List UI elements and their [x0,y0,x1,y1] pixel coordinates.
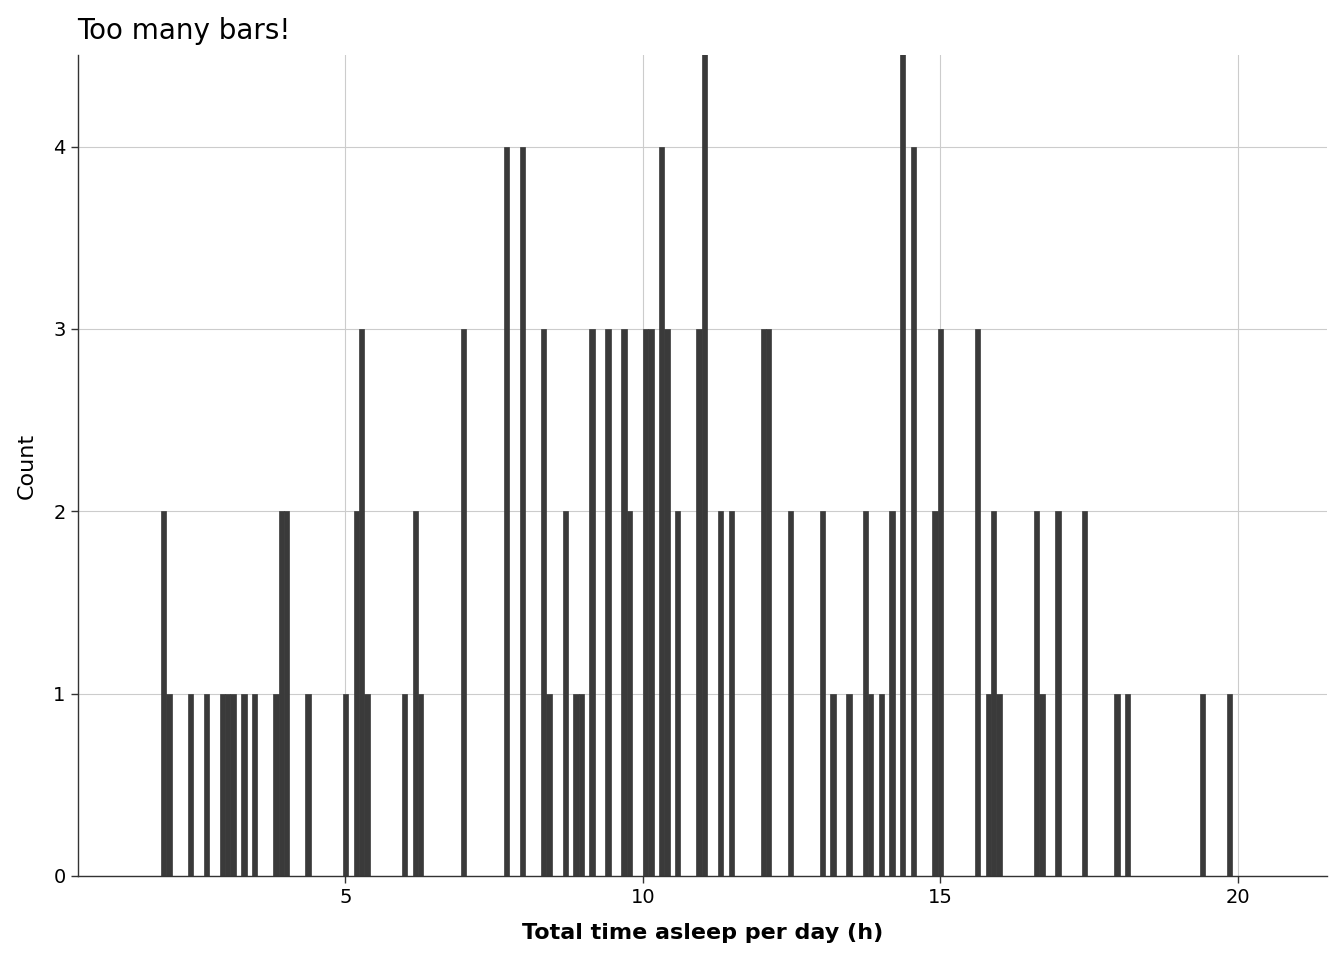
Bar [579,693,585,876]
Bar [659,147,664,876]
Bar [188,693,194,876]
Bar [696,329,702,876]
Bar [879,693,884,876]
Bar [284,511,289,876]
Bar [890,511,895,876]
Bar [1227,693,1232,876]
Bar [985,693,991,876]
Bar [402,693,407,876]
Bar [542,329,547,876]
Bar [418,693,423,876]
Bar [461,329,466,876]
Bar [718,511,723,876]
Bar [642,329,648,876]
Bar [761,329,766,876]
Bar [996,693,1001,876]
Bar [702,0,707,876]
Bar [167,693,172,876]
Bar [974,329,980,876]
Bar [273,693,278,876]
Bar [868,693,874,876]
Bar [251,693,257,876]
Bar [305,693,310,876]
Y-axis label: Count: Count [16,433,36,498]
Bar [933,511,938,876]
Bar [413,511,418,876]
Bar [359,329,364,876]
Bar [590,329,594,876]
Bar [520,147,526,876]
Bar [230,693,235,876]
Bar [728,511,734,876]
Bar [648,329,653,876]
Bar [863,511,868,876]
Bar [204,693,210,876]
Bar [820,511,825,876]
Bar [1114,693,1120,876]
Bar [664,329,669,876]
Bar [1039,693,1044,876]
Bar [220,693,224,876]
Bar [364,693,370,876]
Bar [574,693,579,876]
Bar [161,511,167,876]
Bar [675,511,680,876]
Bar [621,329,626,876]
Bar [278,511,284,876]
Bar [563,511,569,876]
Bar [605,329,610,876]
Bar [766,329,771,876]
Bar [847,693,852,876]
Bar [1055,511,1060,876]
Bar [991,511,996,876]
Bar [224,693,230,876]
Bar [353,511,359,876]
Bar [343,693,348,876]
Bar [1125,693,1130,876]
Bar [831,693,836,876]
Bar [1200,693,1206,876]
Text: Too many bars!: Too many bars! [78,16,292,45]
Bar [900,0,906,876]
Bar [788,511,793,876]
Bar [241,693,246,876]
Bar [626,511,632,876]
Bar [504,147,509,876]
Bar [1082,511,1087,876]
Bar [911,147,917,876]
Bar [1034,511,1039,876]
Bar [938,329,943,876]
X-axis label: Total time asleep per day (h): Total time asleep per day (h) [521,924,883,944]
Bar [547,693,552,876]
